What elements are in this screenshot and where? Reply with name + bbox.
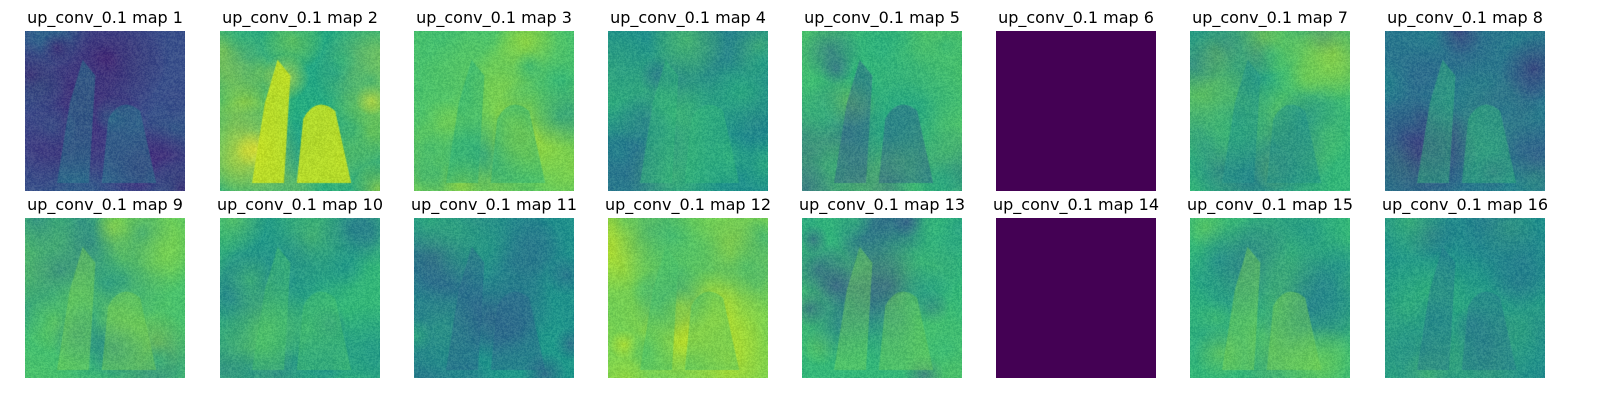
- feature-map-panel: up_conv_0.1 map 13: [799, 195, 965, 380]
- feature-map-title: up_conv_0.1 map 1: [27, 8, 183, 27]
- feature-map-image: [1385, 218, 1545, 378]
- feature-map-panel: up_conv_0.1 map 14: [993, 195, 1159, 380]
- feature-map-image: [1385, 31, 1545, 191]
- feature-map-title: up_conv_0.1 map 16: [1381, 195, 1548, 214]
- feature-map-panel: up_conv_0.1 map 10: [217, 195, 383, 380]
- feature-map-image: [414, 31, 574, 191]
- feature-map-panel: up_conv_0.1 map 12: [605, 195, 771, 380]
- feature-map-title: up_conv_0.1 map 15: [1186, 195, 1353, 214]
- feature-map-panel: up_conv_0.1 map 16: [1382, 195, 1548, 380]
- feature-map-title: up_conv_0.1 map 12: [604, 195, 771, 214]
- feature-map-image: [802, 218, 962, 378]
- feature-map-image: [1190, 31, 1350, 191]
- feature-map-title: up_conv_0.1 map 7: [1192, 8, 1348, 27]
- feature-map-image: [220, 31, 380, 191]
- feature-map-title: up_conv_0.1 map 13: [798, 195, 965, 214]
- feature-map-title: up_conv_0.1 map 3: [416, 8, 572, 27]
- feature-map-image: [414, 218, 574, 378]
- feature-map-title: up_conv_0.1 map 8: [1387, 8, 1543, 27]
- feature-map-panel: up_conv_0.1 map 7: [1190, 8, 1350, 193]
- feature-map-image: [25, 31, 185, 191]
- feature-map-title: up_conv_0.1 map 5: [804, 8, 960, 27]
- feature-map-title: up_conv_0.1 map 10: [216, 195, 383, 214]
- feature-map-image: [608, 31, 768, 191]
- feature-map-image: [1190, 218, 1350, 378]
- feature-map-panel: up_conv_0.1 map 15: [1187, 195, 1353, 380]
- feature-map-title: up_conv_0.1 map 9: [27, 195, 183, 214]
- feature-map-panel: up_conv_0.1 map 2: [220, 8, 380, 193]
- feature-map-image: [996, 218, 1156, 378]
- feature-map-title: up_conv_0.1 map 14: [992, 195, 1159, 214]
- feature-map-title: up_conv_0.1 map 4: [610, 8, 766, 27]
- feature-map-panel: up_conv_0.1 map 11: [411, 195, 577, 380]
- feature-map-panel: up_conv_0.1 map 8: [1385, 8, 1545, 193]
- feature-map-panel: up_conv_0.1 map 1: [25, 8, 185, 193]
- feature-map-image: [25, 218, 185, 378]
- feature-map-panel: up_conv_0.1 map 9: [25, 195, 185, 380]
- feature-map-image: [608, 218, 768, 378]
- feature-map-panel: up_conv_0.1 map 4: [608, 8, 768, 193]
- feature-map-image: [802, 31, 962, 191]
- feature-map-image: [996, 31, 1156, 191]
- feature-map-title: up_conv_0.1 map 11: [410, 195, 577, 214]
- feature-map-panel: up_conv_0.1 map 3: [414, 8, 574, 193]
- feature-map-title: up_conv_0.1 map 2: [222, 8, 378, 27]
- feature-map-image: [220, 218, 380, 378]
- feature-map-title: up_conv_0.1 map 6: [998, 8, 1154, 27]
- feature-map-panel: up_conv_0.1 map 6: [996, 8, 1156, 193]
- feature-map-panel: up_conv_0.1 map 5: [802, 8, 962, 193]
